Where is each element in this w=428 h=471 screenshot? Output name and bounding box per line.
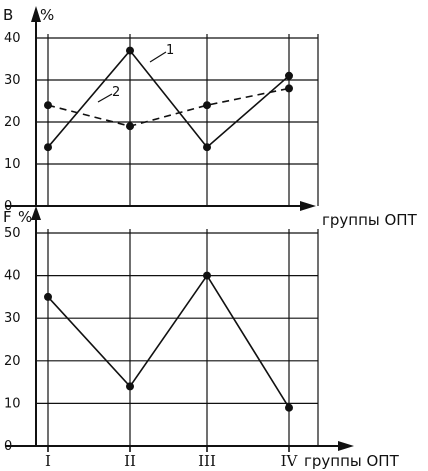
y-tick-label: 40 (4, 31, 21, 46)
data-point (285, 84, 293, 93)
bottom-y-axis-arrow (31, 206, 41, 220)
x-tick-label: I (45, 452, 51, 470)
x-tick-label: III (198, 452, 216, 470)
data-point (44, 292, 52, 301)
bottom-grid (36, 229, 319, 446)
top-y-axis-arrow (31, 6, 41, 22)
y-tick-label: 20 (4, 115, 21, 130)
top-y-letter: B (3, 6, 13, 24)
bottom-y-ticks: 0 10 20 30 40 50 (4, 226, 21, 454)
bottom-x-label: группы ОПТ (304, 452, 400, 470)
top-x-label: группы ОПТ (322, 211, 418, 229)
x-tick-label: IV (281, 452, 299, 470)
bottom-x-axis-arrow (338, 441, 354, 451)
data-point (44, 101, 52, 110)
y-tick-label: 20 (4, 354, 21, 369)
series-line (47, 87, 290, 128)
data-point (203, 101, 211, 110)
top-series-labels: 1 2 (97, 43, 174, 103)
chart-b: B % группы ОПТ 0 10 20 30 40 1 2 (3, 6, 418, 229)
y-tick-label: 10 (4, 396, 21, 411)
y-tick-label: 10 (4, 157, 21, 172)
data-point (126, 382, 134, 391)
bottom-y-unit: % (18, 208, 32, 226)
top-series (44, 46, 293, 152)
series-line (47, 49, 290, 149)
y-tick-label: 0 (4, 199, 12, 214)
bottom-y-letter: F (3, 208, 12, 226)
top-y-ticks: 0 10 20 30 40 (4, 31, 21, 214)
x-tick-label: II (124, 452, 136, 470)
bottom-series (44, 271, 293, 412)
data-point (126, 122, 134, 131)
top-grid (36, 34, 319, 206)
y-tick-label: 30 (4, 73, 21, 88)
y-tick-label: 40 (4, 269, 21, 284)
series-2-label: 2 (112, 85, 120, 100)
data-point (203, 271, 211, 280)
data-point (285, 403, 293, 412)
data-point (285, 71, 293, 80)
series-1-leader (149, 51, 167, 63)
series-1-label: 1 (166, 43, 174, 58)
y-tick-label: 0 (4, 439, 12, 454)
series-line (47, 274, 290, 409)
y-tick-label: 50 (4, 226, 21, 241)
top-y-unit: % (40, 6, 54, 24)
data-point (126, 46, 134, 55)
data-point (203, 143, 211, 152)
y-tick-label: 30 (4, 311, 21, 326)
bottom-x-ticks: I II III IV (45, 446, 299, 470)
data-point (44, 143, 52, 152)
series-2-leader (97, 93, 113, 103)
top-x-axis-arrow (300, 201, 316, 211)
